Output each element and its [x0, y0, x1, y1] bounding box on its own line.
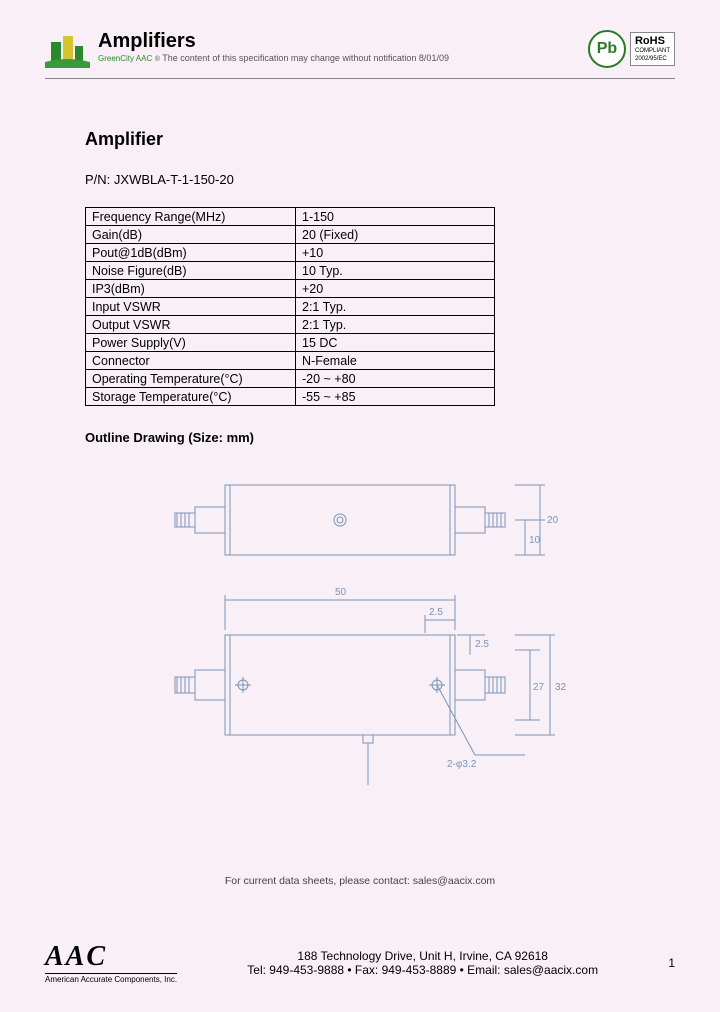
header-title: Amplifiers: [98, 30, 449, 53]
spec-param: Noise Figure(dB): [86, 262, 296, 280]
table-row: Frequency Range(MHz)1-150: [86, 208, 495, 226]
header-rule: [45, 78, 675, 79]
table-row: Pout@1dB(dBm)+10: [86, 244, 495, 262]
spec-param: IP3(dBm): [86, 280, 296, 298]
header: Amplifiers GreenCity AAC ® The content o…: [45, 30, 675, 68]
logo: [45, 30, 90, 68]
table-row: Output VSWR2:1 Typ.: [86, 316, 495, 334]
spec-param: Storage Temperature(°C): [86, 388, 296, 406]
svg-text:50: 50: [335, 587, 347, 598]
rohs-badge: Pb RoHS COMPLIANT 2002/95/EC: [588, 30, 675, 68]
contact-info: 188 Technology Drive, Unit H, Irvine, CA…: [177, 949, 668, 977]
table-row: Gain(dB)20 (Fixed): [86, 226, 495, 244]
spec-value: -55 ~ +85: [296, 388, 495, 406]
table-row: IP3(dBm)+20: [86, 280, 495, 298]
spec-value: 2:1 Typ.: [296, 316, 495, 334]
spec-param: Connector: [86, 352, 296, 370]
table-row: Power Supply(V)15 DC: [86, 334, 495, 352]
spec-table: Frequency Range(MHz)1-150Gain(dB)20 (Fix…: [85, 207, 495, 406]
table-row: Input VSWR2:1 Typ.: [86, 298, 495, 316]
spec-param: Power Supply(V): [86, 334, 296, 352]
spec-param: Gain(dB): [86, 226, 296, 244]
footer: AAC American Accurate Components, Inc. 1…: [45, 941, 675, 984]
pb-icon: Pb: [588, 30, 626, 68]
footer-note: For current data sheets, please contact:…: [45, 875, 675, 887]
section-title: Amplifier: [85, 129, 675, 150]
spec-value: N-Female: [296, 352, 495, 370]
greencity-logo-icon: [45, 30, 90, 68]
svg-text:2-φ3.2: 2-φ3.2: [447, 759, 477, 770]
spec-value: 2:1 Typ.: [296, 298, 495, 316]
outline-drawing: 20 10: [145, 475, 625, 815]
svg-text:27: 27: [533, 682, 545, 693]
page-number: 1: [668, 956, 675, 970]
spec-value: +10: [296, 244, 495, 262]
aac-logo: AAC American Accurate Components, Inc.: [45, 941, 177, 984]
spec-param: Input VSWR: [86, 298, 296, 316]
rohs-box: RoHS COMPLIANT 2002/95/EC: [630, 32, 675, 66]
outline-title: Outline Drawing (Size: mm): [85, 430, 675, 445]
part-number: P/N: JXWBLA-T-1-150-20: [85, 172, 675, 187]
svg-text:2.5: 2.5: [475, 639, 489, 650]
content: Amplifier P/N: JXWBLA-T-1-150-20 Frequen…: [45, 129, 675, 815]
spec-value: -20 ~ +80: [296, 370, 495, 388]
logo-text: GreenCity AAC: [98, 54, 152, 63]
svg-text:20: 20: [547, 515, 559, 526]
table-row: Operating Temperature(°C)-20 ~ +80: [86, 370, 495, 388]
header-subtitle: The content of this specification may ch…: [162, 53, 449, 63]
spec-param: Pout@1dB(dBm): [86, 244, 296, 262]
svg-text:10: 10: [529, 535, 541, 546]
spec-value: 20 (Fixed): [296, 226, 495, 244]
spec-value: +20: [296, 280, 495, 298]
spec-param: Frequency Range(MHz): [86, 208, 296, 226]
svg-text:2.5: 2.5: [429, 607, 443, 618]
table-row: Storage Temperature(°C)-55 ~ +85: [86, 388, 495, 406]
table-row: ConnectorN-Female: [86, 352, 495, 370]
spec-value: 1-150: [296, 208, 495, 226]
svg-text:32: 32: [555, 682, 567, 693]
table-row: Noise Figure(dB)10 Typ.: [86, 262, 495, 280]
spec-value: 15 DC: [296, 334, 495, 352]
spec-value: 10 Typ.: [296, 262, 495, 280]
spec-param: Operating Temperature(°C): [86, 370, 296, 388]
spec-param: Output VSWR: [86, 316, 296, 334]
